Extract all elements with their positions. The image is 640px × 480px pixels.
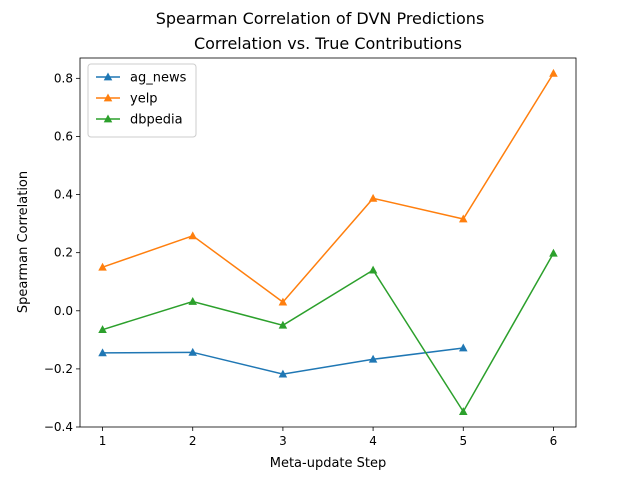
chart-title: Correlation vs. True Contributions bbox=[194, 34, 462, 53]
legend-label: yelp bbox=[130, 92, 158, 107]
data-point bbox=[368, 265, 378, 274]
data-point bbox=[458, 343, 468, 352]
data-point bbox=[549, 248, 558, 257]
data-point bbox=[98, 262, 107, 271]
data-point bbox=[188, 347, 198, 356]
data-point bbox=[98, 348, 107, 357]
data-point bbox=[549, 68, 558, 77]
series-line bbox=[102, 252, 555, 414]
data-point bbox=[188, 231, 198, 240]
series-yelp bbox=[98, 68, 558, 306]
x-tick-label: 1 bbox=[99, 434, 107, 448]
y-tick-label: 0.4 bbox=[54, 188, 73, 202]
legend-item-dbpedia: dbpedia bbox=[96, 113, 183, 128]
legend-marker bbox=[103, 93, 113, 102]
x-axis-label: Meta-update Step bbox=[270, 456, 387, 471]
data-point bbox=[278, 297, 288, 306]
series-dbpedia bbox=[98, 248, 558, 415]
series-group bbox=[98, 68, 558, 415]
data-point bbox=[278, 320, 288, 329]
y-tick-label: 0.0 bbox=[54, 304, 73, 318]
y-tick-label: 0.2 bbox=[54, 246, 73, 260]
y-tick-label: −0.4 bbox=[44, 420, 73, 434]
x-tick-label: 5 bbox=[459, 434, 467, 448]
series-ag_news bbox=[98, 343, 468, 378]
legend-label: dbpedia bbox=[130, 113, 183, 128]
data-point bbox=[368, 193, 378, 202]
x-tick-label: 6 bbox=[550, 434, 558, 448]
chart-suptitle: Spearman Correlation of DVN Predictions bbox=[156, 9, 485, 28]
series-line bbox=[102, 73, 555, 304]
x-axis: 1 2 3 4 5 6 bbox=[99, 427, 558, 448]
y-axis-label: Spearman Correlation bbox=[16, 171, 31, 313]
legend-marker bbox=[103, 72, 113, 81]
y-axis: −0.4 −0.2 0.0 0.2 0.4 0.6 0.8 bbox=[44, 71, 80, 434]
data-point bbox=[278, 369, 288, 378]
data-point bbox=[458, 407, 468, 415]
data-point bbox=[368, 354, 378, 363]
legend-item-yelp: yelp bbox=[96, 92, 158, 107]
y-tick-label: −0.2 bbox=[44, 362, 73, 376]
x-tick-label: 3 bbox=[279, 434, 287, 448]
plot-area bbox=[79, 57, 577, 428]
data-point bbox=[188, 296, 198, 305]
y-tick-label: 0.6 bbox=[54, 129, 73, 143]
data-point bbox=[458, 214, 468, 223]
data-point bbox=[98, 325, 107, 334]
legend-marker bbox=[103, 114, 113, 123]
y-tick-label: 0.8 bbox=[54, 71, 73, 85]
legend-label: ag_news bbox=[130, 71, 187, 86]
x-tick-label: 4 bbox=[369, 434, 377, 448]
legend-item-ag_news: ag_news bbox=[96, 71, 187, 86]
x-tick-label: 2 bbox=[189, 434, 197, 448]
plot-frame bbox=[79, 57, 577, 428]
